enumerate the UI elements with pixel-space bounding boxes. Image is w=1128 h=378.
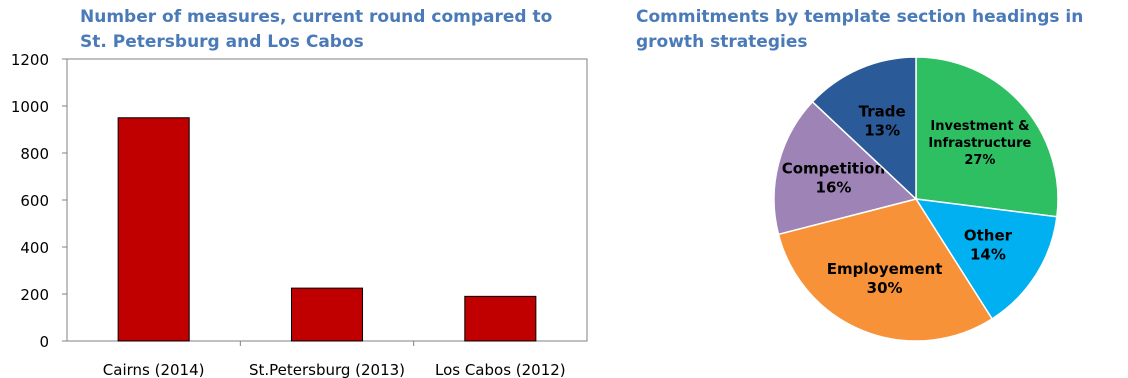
x-tick-label: Los Cabos (2012) bbox=[435, 361, 566, 378]
pie-slice-percent-label: 30% bbox=[867, 279, 903, 297]
y-tick-label: 400 bbox=[20, 239, 49, 257]
bar-chart: 0 200 400 600 800 1000 1200 Cairns (2014) St.Pet… bbox=[11, 51, 588, 378]
pie-slice-name-label: Infrastructure bbox=[928, 136, 1031, 151]
bar-chart-title: Number of measures, current round compar… bbox=[80, 7, 553, 52]
pie-slice bbox=[914, 198, 1058, 320]
y-tick-label: 1200 bbox=[11, 51, 49, 69]
pie-slice bbox=[811, 56, 917, 201]
x-tick-label: Cairns (2014) bbox=[103, 361, 205, 378]
y-tick-label: 200 bbox=[20, 286, 49, 304]
pie-slice-percent-label: 14% bbox=[970, 245, 1006, 263]
y-tick-label: 1000 bbox=[11, 98, 49, 116]
x-tick-label: St.Petersburg (2013) bbox=[249, 361, 405, 378]
pie-slice-name-label: Trade bbox=[859, 103, 906, 121]
pie-slice-percent-label: 16% bbox=[816, 179, 852, 197]
pie-slice-percent-label: 13% bbox=[864, 122, 900, 140]
bar bbox=[290, 287, 364, 342]
pie-slice-percent-label: 27% bbox=[964, 153, 995, 168]
bar bbox=[464, 295, 537, 342]
pie-slice-name-label: Investment & bbox=[930, 119, 1029, 134]
pie-slice bbox=[777, 198, 994, 342]
pie-slice-name-label: Competition bbox=[782, 160, 885, 178]
y-tick-label: 600 bbox=[20, 192, 49, 210]
y-tick-label: 0 bbox=[39, 333, 49, 351]
pie-slice bbox=[915, 56, 1059, 218]
pie-slice bbox=[773, 100, 918, 236]
pie-slice-name-label: Employement bbox=[827, 260, 943, 278]
bar bbox=[117, 117, 190, 342]
y-tick-label: 800 bbox=[20, 145, 49, 163]
pie-chart-title: Commitments by template section headings… bbox=[636, 7, 1084, 52]
pie-slice-name-label: Other bbox=[964, 226, 1013, 244]
